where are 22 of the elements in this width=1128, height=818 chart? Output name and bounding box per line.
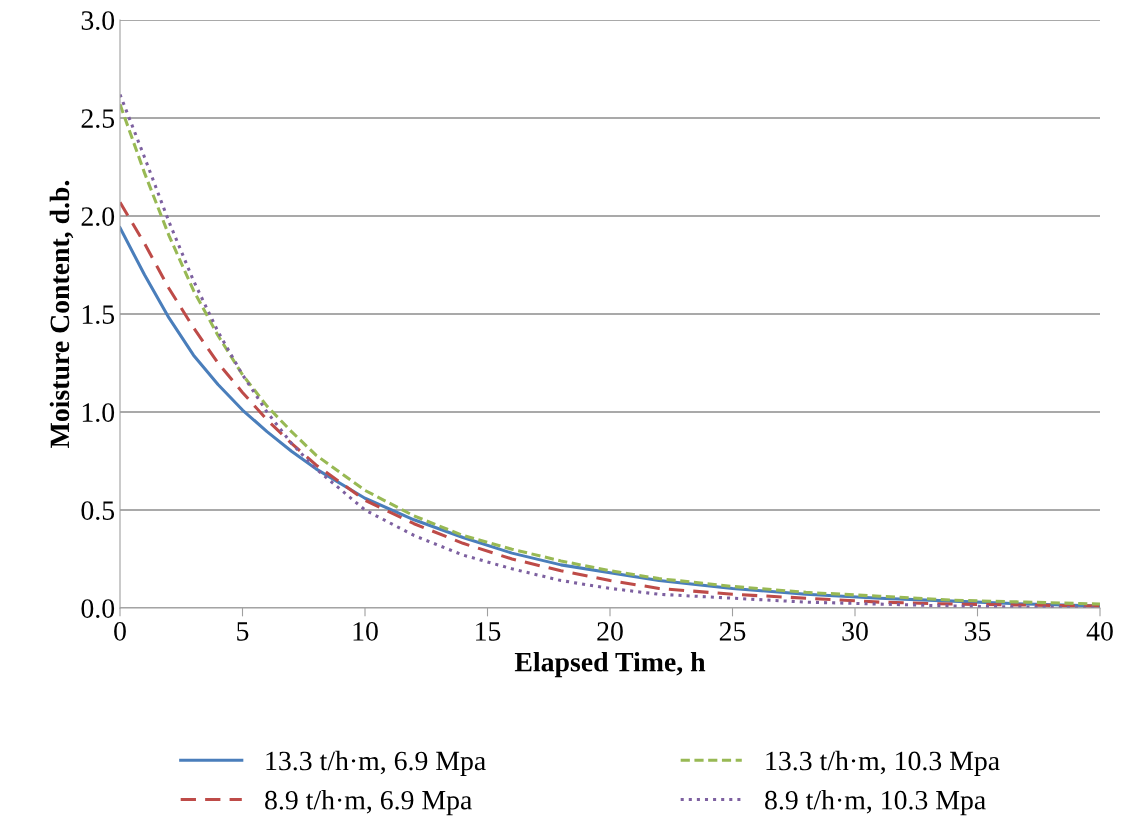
- y-tick-label: 0.5: [81, 501, 115, 521]
- y-tick-label: 2.5: [81, 109, 115, 129]
- x-tick-label: 35: [964, 622, 991, 641]
- x-tick-label: 0: [114, 622, 126, 641]
- x-tick-label: 25: [719, 622, 746, 641]
- x-tick-label: 10: [353, 622, 378, 641]
- y-axis-title: Moisture Content, d.b.: [49, 180, 74, 448]
- legend-label: 13.3 t/h·m, 6.9 Mpa: [266, 750, 486, 776]
- y-tick-label: 0.0: [81, 599, 115, 619]
- x-tick-label: 15: [476, 622, 501, 641]
- y-tick-label: 3.0: [81, 11, 115, 31]
- x-tick-label: 20: [597, 622, 623, 641]
- x-tick-label: 5: [237, 622, 249, 641]
- legend-label: 8.9 t/h·m, 6.9 Mpa: [265, 790, 472, 816]
- x-axis-title: Elapsed Time, h: [514, 651, 706, 678]
- y-tick-label: 1.5: [82, 305, 115, 325]
- x-tick-label: 30: [842, 622, 868, 641]
- y-tick-label: 2.0: [81, 207, 115, 227]
- legend-label: 8.9 t/h·m, 10.3 Mpa: [765, 790, 986, 816]
- y-tick-label: 1.0: [82, 403, 115, 423]
- legend-label: 13.3 t/h·m, 10.3 Mpa: [766, 750, 1000, 776]
- x-tick-label: 40: [1086, 622, 1113, 641]
